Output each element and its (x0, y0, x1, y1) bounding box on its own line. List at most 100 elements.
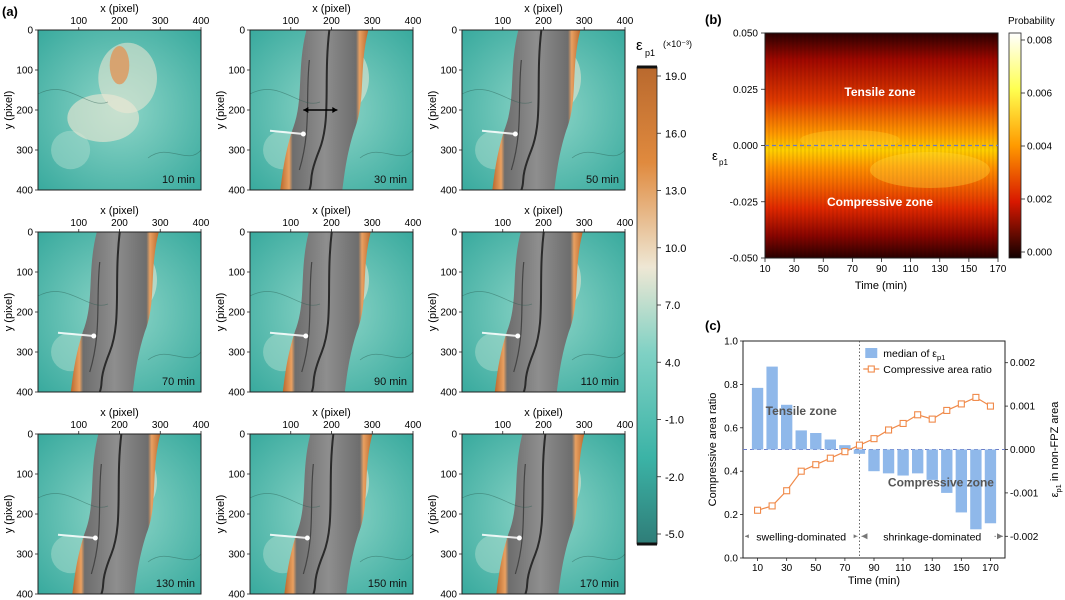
heatmap-colorbar-tick-label: 0.002 (1027, 195, 1052, 206)
median-bar (911, 449, 924, 474)
map-x-tick-label: 400 (405, 420, 422, 431)
chart-left-tick-label: 0.8 (724, 380, 738, 391)
compressive-ratio-point (928, 415, 936, 423)
contour-line (37, 493, 109, 508)
map-y-axis-label: y (pixel) (3, 91, 15, 130)
notch-tip (304, 535, 310, 541)
chart-right-tick-label: 0.000 (1010, 445, 1035, 456)
contour-line (461, 291, 533, 306)
shrinkage-label-bg (868, 529, 994, 544)
crack-line (310, 231, 333, 393)
chart-x-tick-label: 10 (752, 563, 764, 574)
map-time-label: 150 min (368, 578, 407, 590)
median-bar (824, 439, 837, 450)
map-y-axis-label: y (pixel) (427, 495, 439, 534)
notch-tip (92, 535, 98, 541)
map-x-tick-label: 100 (282, 420, 299, 431)
colorbar-subscript: p1 (645, 48, 655, 58)
chart-x-tick-label: 110 (895, 563, 911, 574)
heatmap-y-tick-label: 0.050 (733, 29, 758, 40)
panel-label-a: (a) (2, 4, 18, 19)
map-y-tick-label: 0 (239, 26, 245, 37)
crack-line (514, 463, 526, 575)
crack-line (100, 433, 123, 595)
notch-line (481, 331, 518, 337)
heatmap-x-tick-label: 110 (903, 264, 919, 275)
median-bar (941, 449, 953, 493)
swelling-label: swelling-dominated (756, 531, 846, 543)
panel-label-b: (b) (705, 12, 722, 27)
fracture-process-zone (70, 232, 159, 392)
swelling-label-bg (748, 529, 854, 544)
notch-tip (515, 333, 521, 339)
chart-left-tick-label: 1.0 (724, 337, 738, 348)
map-panel: 170 min 100 200 300 400 x (pixel) 0 100 200 300 40… (427, 407, 634, 600)
map-y-tick-label: 300 (16, 348, 33, 359)
legend-line-marker (867, 365, 875, 373)
heatmap-y-tick-label: -0.050 (730, 254, 759, 265)
map-x-axis-label: x (pixel) (100, 407, 139, 419)
map-x-tick-label: 300 (576, 16, 593, 27)
map-x-tick-label: 300 (152, 420, 169, 431)
chart-left-tick-label: 0.2 (724, 510, 738, 521)
chart-left-tick-label: 0.6 (724, 423, 738, 434)
heatmap-colorbar-tick-label: 0.004 (1027, 142, 1052, 153)
map-x-tick-label: 100 (494, 218, 511, 229)
map-light-patch (67, 94, 140, 142)
map-y-tick-label: 300 (228, 146, 245, 157)
map-x-tick-label: 200 (323, 420, 340, 431)
map-y-tick-label: 300 (16, 550, 33, 561)
map-y-tick-label: 400 (228, 388, 245, 399)
crack-line (510, 59, 522, 171)
map-y-tick-label: 300 (228, 348, 245, 359)
compressive-ratio-point (783, 487, 791, 495)
map-y-tick-label: 400 (16, 590, 33, 600)
map-x-axis-label: x (pixel) (524, 407, 563, 419)
heatmap-highlight-center (800, 130, 900, 150)
crack-line (308, 29, 331, 191)
colorbar-tick-label: 13.0 (665, 186, 686, 198)
notch-tip (300, 131, 306, 137)
chart-left-axis-label: Compressive area ratio (707, 393, 719, 507)
fracture-process-zone (494, 232, 583, 392)
heatmap-colorbar (1008, 32, 1022, 259)
map-y-tick-label: 400 (440, 590, 457, 600)
map-x-tick-label: 200 (111, 420, 128, 431)
map-y-tick-label: 100 (16, 268, 33, 279)
map-x-tick-label: 200 (535, 16, 552, 27)
map-y-tick-label: 200 (228, 510, 245, 521)
map-y-tick-label: 100 (228, 470, 245, 481)
heatmap-x-label: Time (min) (855, 280, 907, 292)
panel-label-c: (c) (705, 318, 721, 333)
chart-x-tick-label: 30 (781, 563, 793, 574)
heatmap-x-tick-label: 90 (876, 264, 888, 275)
chart-left-tick-label: 0.4 (724, 467, 738, 478)
heatmap-colorbar-title: Probability (1008, 16, 1055, 27)
map-x-tick-label: 400 (617, 16, 634, 27)
contour-line (461, 493, 533, 508)
crack-line (312, 433, 335, 595)
map-y-tick-label: 300 (228, 550, 245, 561)
compressive-ratio-point (957, 400, 965, 408)
crack-line (302, 463, 314, 575)
map-time-label: 170 min (580, 578, 619, 590)
heatmap-x-tick-label: 70 (847, 264, 859, 275)
heatmap-y-subscript: p1 (719, 158, 728, 167)
map-x-tick-label: 200 (535, 218, 552, 229)
chart-right-axis-label: εp1 in non-FPZ area (1049, 401, 1063, 498)
compressive-ratio-chart: Tensile zone Compressive zone swelling-dom… (707, 337, 1063, 588)
notch-line (269, 129, 304, 135)
compressive-ratio-point (754, 506, 762, 514)
map-y-tick-label: 300 (440, 348, 457, 359)
colorbar-gradient (636, 66, 658, 545)
compressive-ratio-point (885, 426, 893, 434)
median-bar (839, 445, 851, 450)
heatmap-tensile-label: Tensile zone (844, 85, 915, 99)
map-y-axis-label: y (pixel) (3, 495, 15, 534)
compressive-ratio-point (899, 419, 907, 428)
heatmap-x-tick-label: 10 (759, 264, 771, 275)
notch-line (57, 331, 94, 337)
shrinkage-label: shrinkage-dominated (883, 531, 981, 543)
map-y-tick-label: 200 (228, 308, 245, 319)
